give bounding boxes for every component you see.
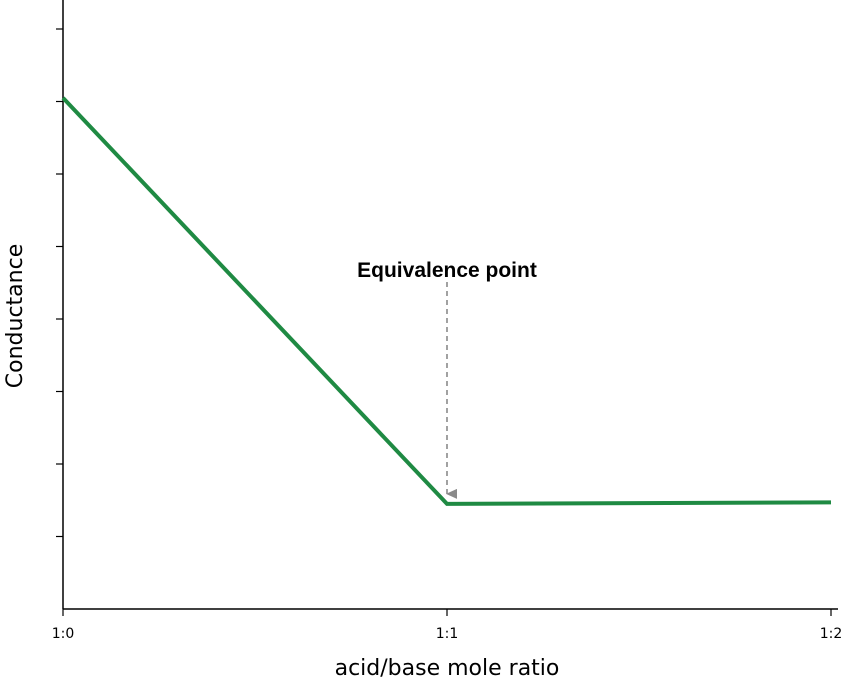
conductance-line — [61, 96, 832, 506]
y-ticks — [56, 28, 63, 538]
axes — [62, 0, 838, 610]
x-tick-label: 1:1 — [436, 626, 459, 642]
annotation-layer: Equivalence point — [357, 259, 537, 499]
y-axis-title: Conductance — [3, 244, 28, 388]
x-ticks — [62, 609, 832, 616]
x-tick-labels: 1:0 1:1 1:2 — [52, 626, 843, 642]
equivalence-point-label: Equivalence point — [357, 259, 537, 282]
x-tick-label: 1:2 — [820, 626, 843, 642]
x-axis-title: acid/base mole ratio — [335, 656, 560, 681]
x-tick-label: 1:0 — [52, 626, 75, 642]
series-layer — [61, 96, 832, 506]
